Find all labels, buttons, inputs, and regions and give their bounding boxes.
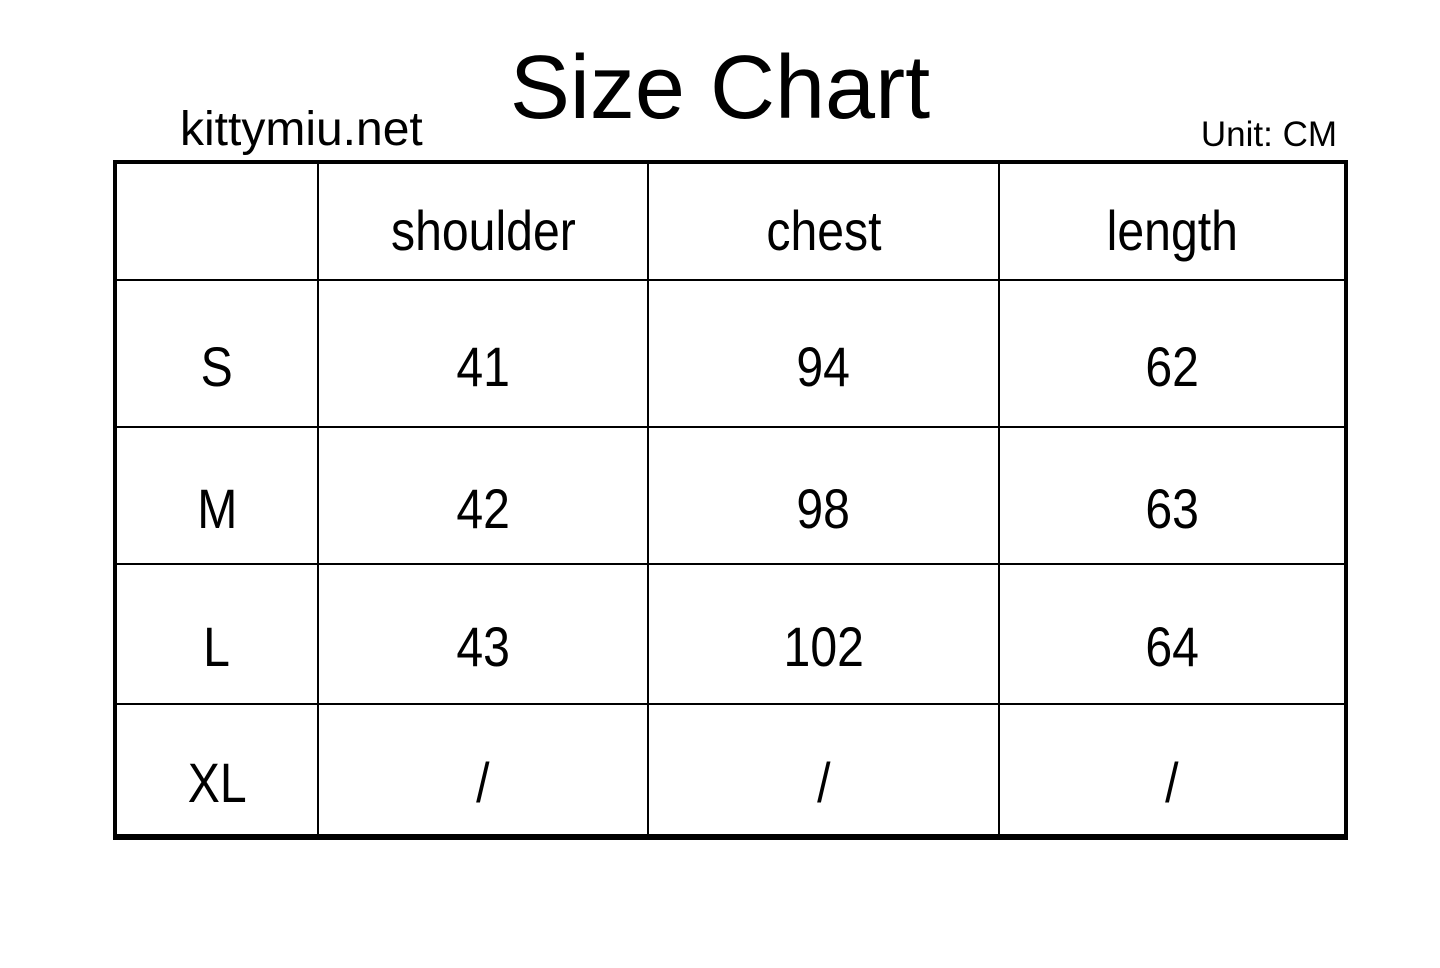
header-label-shoulder: shoulder <box>390 198 576 262</box>
row-label-s: S <box>200 334 234 398</box>
value-s-shoulder: 41 <box>456 334 510 398</box>
row-label-l: L <box>203 615 231 678</box>
cell-s-length: 62 <box>998 279 1347 428</box>
header-label-chest: chest <box>765 198 882 262</box>
cell-xl-chest: / <box>647 703 1000 838</box>
cell-l-length: 64 <box>998 563 1347 705</box>
cell-l-chest: 102 <box>647 563 1000 705</box>
cell-m-chest: 98 <box>647 426 1000 565</box>
table-row-l: L 43 102 64 <box>114 563 1347 705</box>
row-label-cell-l: L <box>114 563 319 705</box>
value-l-shoulder: 43 <box>456 615 510 678</box>
value-s-length: 62 <box>1145 334 1199 398</box>
page-title: Size Chart <box>509 38 931 138</box>
table-row-xl: XL / / / <box>114 703 1347 838</box>
value-l-length: 64 <box>1145 615 1199 678</box>
size-table: shoulder chest length S 41 94 62 M 42 98… <box>113 160 1348 840</box>
header-cell-size <box>114 161 319 281</box>
value-m-shoulder: 42 <box>456 476 510 540</box>
cell-l-shoulder: 43 <box>317 563 649 705</box>
value-xl-length: / <box>1165 750 1179 814</box>
row-label-xl: XL <box>187 750 247 814</box>
cell-s-chest: 94 <box>647 279 1000 428</box>
cell-xl-shoulder: / <box>317 703 649 838</box>
value-l-chest: 102 <box>783 615 864 678</box>
value-s-chest: 94 <box>796 334 851 398</box>
row-label-cell-m: M <box>114 426 319 565</box>
cell-m-length: 63 <box>998 426 1347 565</box>
cell-xl-length: / <box>998 703 1347 838</box>
site-watermark: kittymiu.net <box>180 103 423 156</box>
value-xl-chest: / <box>816 750 831 814</box>
table-row-s: S 41 94 62 <box>114 279 1347 428</box>
table-row-m: M 42 98 63 <box>114 426 1347 565</box>
cell-s-shoulder: 41 <box>317 279 649 428</box>
value-m-chest: 98 <box>796 476 851 540</box>
value-xl-shoulder: / <box>476 750 490 814</box>
value-m-length: 63 <box>1145 476 1199 540</box>
row-label-m: M <box>196 476 238 540</box>
header-cell-shoulder: shoulder <box>317 161 649 281</box>
header-row: shoulder chest length <box>114 161 1347 281</box>
header-cell-chest: chest <box>647 161 1000 281</box>
unit-label: Unit: CM <box>1200 115 1337 154</box>
row-label-cell-s: S <box>114 279 319 428</box>
cell-m-shoulder: 42 <box>317 426 649 565</box>
header-label-length: length <box>1106 198 1238 262</box>
header-cell-length: length <box>998 161 1347 281</box>
row-label-cell-xl: XL <box>114 703 319 838</box>
